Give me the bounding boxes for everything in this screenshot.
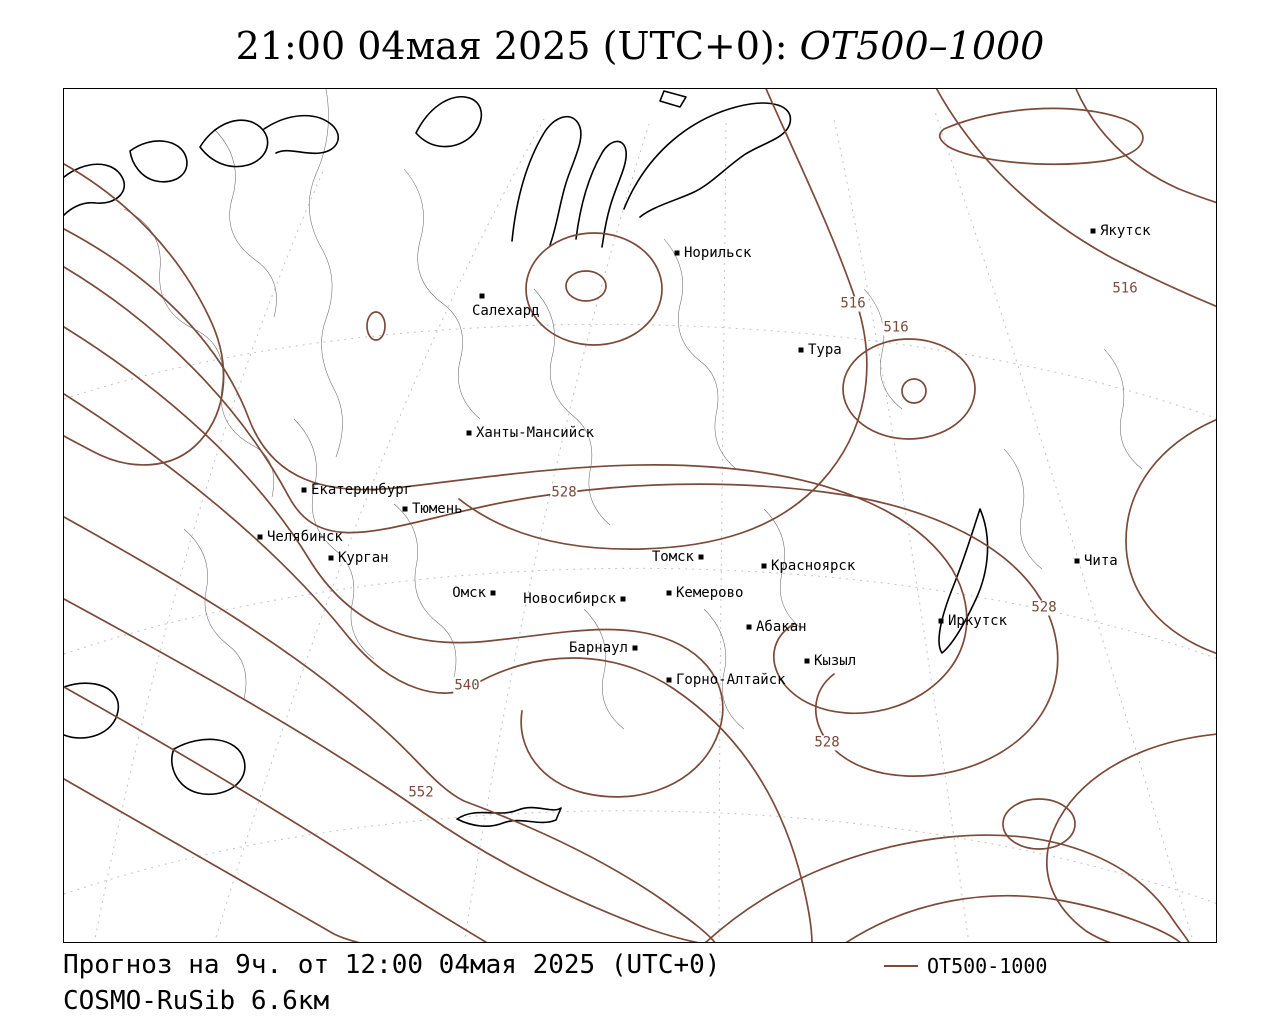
region-borders	[123, 89, 1143, 730]
city-label: Горно-Алтайск	[676, 672, 786, 688]
city-label: Томск	[651, 549, 694, 565]
city-dot	[666, 590, 672, 596]
contour-value-label: 540	[453, 677, 481, 694]
city-dot	[301, 487, 307, 493]
legend-line-swatch	[884, 965, 918, 967]
map-frame: Норильск Салехард Тура Якутск Ханты-Мансийск…	[63, 88, 1217, 943]
city-label: Кызыл	[814, 653, 857, 669]
sea-aral	[170, 738, 246, 796]
city-dot	[490, 590, 496, 596]
city-dot	[402, 506, 408, 512]
city-dot	[698, 554, 704, 560]
city-label: Кемерово	[676, 585, 744, 601]
city-label: Барнаул	[568, 640, 628, 656]
city-dot	[328, 555, 334, 561]
city-label: Екатеринбург	[311, 482, 413, 498]
title-product: ОТ500–1000	[799, 24, 1045, 68]
city-dot	[804, 658, 810, 664]
contour-value-label: 528	[550, 484, 578, 501]
contour-value-label: 528	[813, 734, 841, 751]
lake-baikal	[938, 508, 989, 654]
city-label: Курган	[338, 550, 389, 566]
city-label: Ханты-Мансийск	[476, 425, 595, 441]
island-arctic	[659, 90, 687, 108]
contour-value-label: 516	[882, 319, 910, 336]
city-label: Омск	[452, 585, 486, 601]
coast-kola	[129, 140, 188, 183]
city-dot	[798, 347, 804, 353]
lake-balkhash	[456, 806, 562, 828]
forecast-info-line: Прогноз на 9ч. от 12:00 04мая 2025 (UTC+…	[63, 950, 721, 980]
city-dot	[257, 534, 263, 540]
city-label: Челябинск	[267, 529, 343, 545]
contour-value-label: 516	[839, 295, 867, 312]
city-label: Тура	[808, 342, 842, 358]
contour-lines	[64, 89, 1216, 942]
city-label: Новосибирск	[523, 591, 616, 607]
island-novaya-zemlya	[415, 96, 483, 148]
city-label: Норильск	[684, 245, 752, 261]
city-dot	[479, 293, 485, 299]
city-label: Красноярск	[771, 558, 856, 574]
contour-value-label: 552	[407, 784, 435, 801]
graticule-lines	[64, 108, 1216, 942]
city-dot	[666, 677, 672, 683]
coast-ob-gulf	[511, 115, 582, 246]
city-label: Тюмень	[412, 501, 463, 517]
model-info-line: COSMO-RuSib 6.6км	[63, 986, 330, 1016]
coast-barents	[263, 114, 340, 155]
city-dot	[674, 250, 680, 256]
coastlines	[64, 90, 989, 828]
legend: ОТ500-1000	[884, 954, 1047, 978]
city-dot	[1074, 558, 1080, 564]
coast-taymyr	[623, 102, 792, 218]
sea-caspian	[64, 682, 120, 739]
title-datetime: 21:00 04мая 2025 (UTC+0):	[235, 24, 800, 68]
coast-scandinavia	[64, 163, 125, 216]
coast-taz-gulf	[575, 140, 627, 248]
city-dot	[632, 645, 638, 651]
city-label: Чита	[1084, 553, 1118, 569]
city-dot	[938, 618, 944, 624]
contour-value-label: 516	[1111, 280, 1139, 297]
page-title: 21:00 04мая 2025 (UTC+0): ОТ500–1000	[0, 24, 1280, 68]
contour-value-label: 528	[1030, 599, 1058, 616]
city-label: Абакан	[756, 619, 807, 635]
city-dot	[1090, 228, 1096, 234]
city-dot	[620, 596, 626, 602]
city-dot	[761, 563, 767, 569]
city-label: Иркутск	[948, 613, 1008, 629]
city-dot	[746, 624, 752, 630]
coast-white-sea	[199, 119, 269, 168]
city-label: Салехард	[472, 303, 540, 319]
city-dot	[466, 430, 472, 436]
legend-label: ОТ500-1000	[927, 954, 1048, 978]
city-label: Якутск	[1100, 223, 1151, 239]
map-canvas	[64, 89, 1216, 942]
